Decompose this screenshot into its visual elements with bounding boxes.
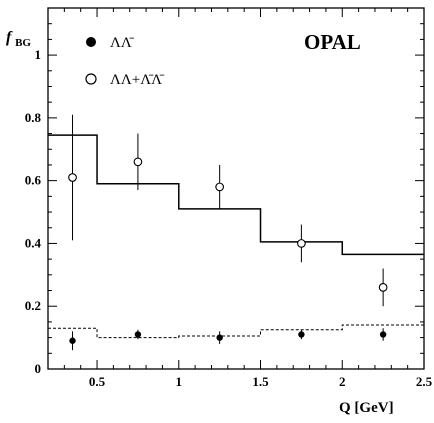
legend-marker-open — [85, 73, 97, 85]
data-point-filled — [298, 331, 305, 338]
x-tick-label: 2.5 — [416, 374, 433, 389]
experiment-label: OPAL — [304, 30, 361, 54]
tick-labels: 0.5 1 1.5 2 2.5 0 0.2 0.4 0.6 0.8 1 — [25, 47, 433, 389]
y-tick-label: 1 — [35, 47, 42, 62]
x-tick-label: 1 — [176, 374, 183, 389]
legend: ΛΛ̄ ΛΛ+Λ̄Λ̄ — [85, 35, 165, 88]
data-point-filled — [216, 334, 223, 341]
x-tick-label: 0.5 — [89, 374, 106, 389]
y-tick-label: 0 — [35, 361, 42, 376]
plot-frame — [47, 7, 425, 370]
y-axis-label-main: f — [6, 29, 13, 46]
y-tick-label: 0.4 — [25, 235, 42, 250]
histogram-series-0 — [48, 324, 424, 339]
data-point-filled — [379, 331, 387, 338]
legend-label-lambda-antilambda: ΛΛ̄ — [110, 35, 135, 51]
x-tick-label: 2 — [339, 374, 346, 389]
legend-marker-filled — [86, 37, 96, 47]
x-tick-label: 1.5 — [252, 374, 269, 389]
data-point-open — [133, 157, 143, 167]
data-point-open — [215, 182, 225, 192]
data-markers — [68, 114, 388, 351]
y-axis-label: f BG — [6, 29, 31, 49]
data-point-filled — [69, 337, 76, 344]
x-axis-label: Q [GeV] — [339, 400, 394, 416]
y-tick-label: 0.6 — [25, 173, 42, 188]
y-tick-label: 0.2 — [25, 298, 41, 313]
legend-label-lambda-lambda: ΛΛ+Λ̄Λ̄ — [110, 72, 165, 88]
y-axis-label-sub: BG — [15, 37, 31, 49]
data-point-filled — [134, 331, 142, 338]
y-tick-label: 0.8 — [25, 110, 42, 125]
data-point-open — [378, 283, 388, 292]
axis-ticks — [48, 7, 425, 370]
histogram-series-1 — [48, 134, 424, 256]
plot-border — [47, 7, 425, 370]
data-point-open — [297, 239, 306, 248]
histograms — [48, 134, 424, 339]
data-point-open — [68, 173, 77, 182]
